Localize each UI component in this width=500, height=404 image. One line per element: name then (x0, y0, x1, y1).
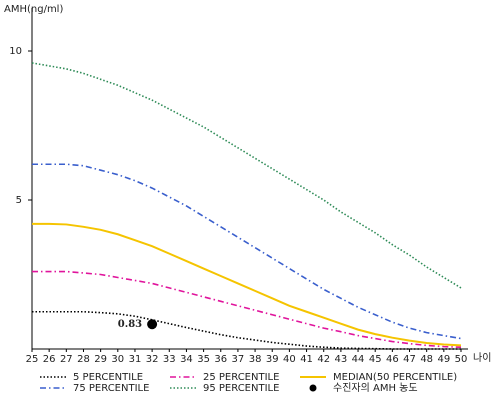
x-tick-label: 50 (455, 354, 468, 365)
legend-label: 25 PERCENTILE (203, 372, 279, 383)
series-line (31, 62, 462, 289)
series-line (32, 222, 462, 347)
legend-label: 수진자의 AMH 농도 (333, 382, 418, 394)
x-tick-label: 42 (317, 354, 330, 365)
legend-swatch (309, 384, 317, 392)
series-line (32, 270, 462, 349)
x-tick-label: 45 (369, 354, 382, 365)
x-tick-label: 25 (26, 354, 39, 365)
x-tick-label: 38 (249, 354, 262, 365)
data-label: 0.83 (118, 319, 142, 330)
x-tick-label: 27 (60, 354, 73, 365)
y-axis-label: AMH(ng/ml) (4, 4, 63, 15)
x-tick-label: 36 (214, 354, 227, 365)
x-tick-label: 44 (352, 354, 365, 365)
x-tick-label: 49 (437, 354, 450, 365)
patient-point (147, 319, 158, 330)
legend-label: 5 PERCENTILE (73, 372, 143, 383)
x-tick-label: 35 (197, 354, 210, 365)
y-tick-label: 10 (9, 46, 22, 57)
x-tick-label: 33 (163, 354, 176, 365)
x-tick-label: 31 (129, 354, 142, 365)
legend-label: MEDIAN(50 PERCENTILE) (333, 372, 457, 383)
x-tick-label: 43 (335, 354, 348, 365)
x-tick-label: 32 (146, 354, 159, 365)
y-tick-label: 5 (16, 195, 22, 206)
x-tick-label: 46 (386, 354, 399, 365)
x-tick-label: 40 (283, 354, 296, 365)
x-tick-label: 29 (94, 354, 107, 365)
x-tick-label: 34 (180, 354, 193, 365)
x-tick-label: 37 (232, 354, 245, 365)
x-tick-label: 41 (300, 354, 313, 365)
series-line (32, 163, 462, 340)
x-axis-label: 나이 (473, 352, 491, 364)
x-tick-label: 30 (111, 354, 124, 365)
x-tick-label: 48 (420, 354, 433, 365)
legend-label: 95 PERCENTILE (203, 383, 279, 394)
x-tick-label: 39 (266, 354, 279, 365)
series-line (32, 310, 461, 350)
x-tick-label: 47 (403, 354, 416, 365)
x-tick-label: 26 (43, 354, 56, 365)
x-tick-label: 28 (77, 354, 90, 365)
legend-label: 75 PERCENTILE (73, 383, 149, 394)
